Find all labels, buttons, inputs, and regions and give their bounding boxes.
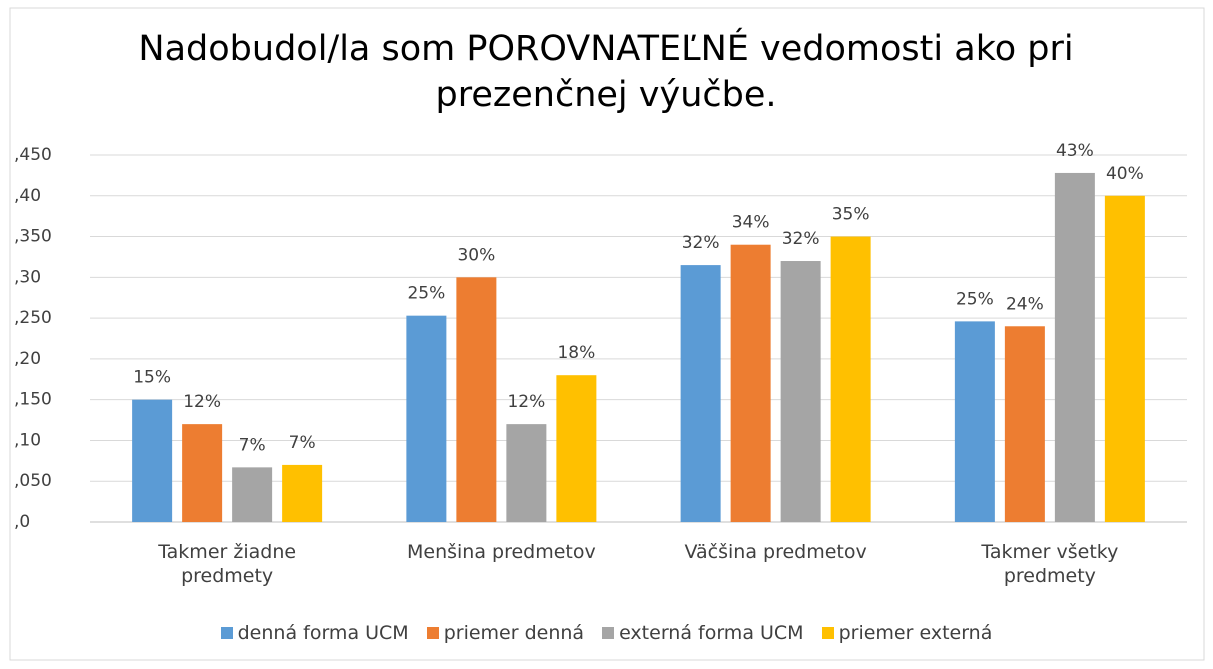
bar — [132, 399, 173, 522]
data-label: 43% — [1056, 141, 1094, 161]
data-label: 7% — [289, 433, 316, 453]
bar — [780, 261, 821, 522]
bar — [406, 315, 447, 522]
bar — [954, 321, 995, 522]
data-label: 25% — [956, 289, 994, 309]
legend-label: priemer externá — [838, 622, 993, 644]
legend: denná forma UCM priemer denná externá form… — [0, 622, 1213, 644]
bar — [556, 375, 597, 522]
y-tick-label: ,150 — [14, 390, 52, 410]
y-tick-label: ,30 — [14, 267, 41, 287]
data-label: 15% — [133, 368, 171, 388]
bar — [182, 424, 223, 522]
bar — [830, 236, 871, 523]
y-tick-label: ,450 — [14, 145, 52, 165]
legend-item: priemer denná — [426, 622, 585, 644]
x-tick-label: Menšina predmetov — [407, 541, 596, 563]
x-tick-label: Takmer žiadne predmety — [158, 541, 297, 587]
legend-swatch — [821, 627, 834, 639]
data-label: 25% — [407, 284, 445, 304]
data-label: 30% — [457, 245, 495, 265]
y-tick-label: ,350 — [14, 227, 52, 247]
data-label: 12% — [507, 392, 545, 412]
legend-swatch — [602, 627, 615, 639]
data-label: 7% — [239, 435, 266, 455]
x-tick-label: Takmer všetky predmety — [981, 541, 1119, 587]
y-tick-label: ,20 — [14, 349, 41, 369]
data-label: 24% — [1006, 294, 1044, 314]
bar — [456, 277, 497, 522]
data-label: 18% — [557, 343, 595, 363]
legend-item: priemer externá — [821, 622, 993, 644]
x-tick-label: Väčšina predmetov — [684, 541, 867, 563]
y-tick-label: ,10 — [14, 430, 41, 450]
bar — [730, 244, 771, 522]
bar — [506, 424, 547, 522]
bar — [232, 467, 273, 522]
legend-label: priemer denná — [443, 622, 585, 644]
y-tick-label: ,250 — [14, 308, 52, 328]
legend-item: denná forma UCM — [220, 622, 409, 644]
bar — [1104, 195, 1145, 522]
y-tick-label: ,050 — [14, 471, 52, 491]
chart-border — [9, 7, 1205, 661]
bar — [1054, 172, 1095, 523]
data-label: 35% — [832, 205, 870, 225]
data-label: 34% — [732, 213, 770, 233]
legend-swatch — [220, 627, 233, 639]
bar — [282, 464, 323, 522]
data-label: 32% — [682, 233, 720, 253]
y-tick-label: ,40 — [14, 186, 41, 206]
legend-label: denná forma UCM — [237, 622, 409, 644]
bar — [680, 265, 721, 522]
legend-item: externá forma UCM — [602, 622, 804, 644]
data-label: 40% — [1106, 164, 1144, 184]
legend-swatch — [426, 627, 439, 639]
bar — [1004, 326, 1045, 522]
data-label: 32% — [782, 229, 820, 249]
chart-title: Nadobudol/la som POROVNATEĽNÉ vedomosti … — [138, 29, 1074, 115]
y-tick-label: ,0 — [14, 512, 30, 532]
data-label: 12% — [183, 392, 221, 412]
legend-label: externá forma UCM — [619, 622, 804, 644]
